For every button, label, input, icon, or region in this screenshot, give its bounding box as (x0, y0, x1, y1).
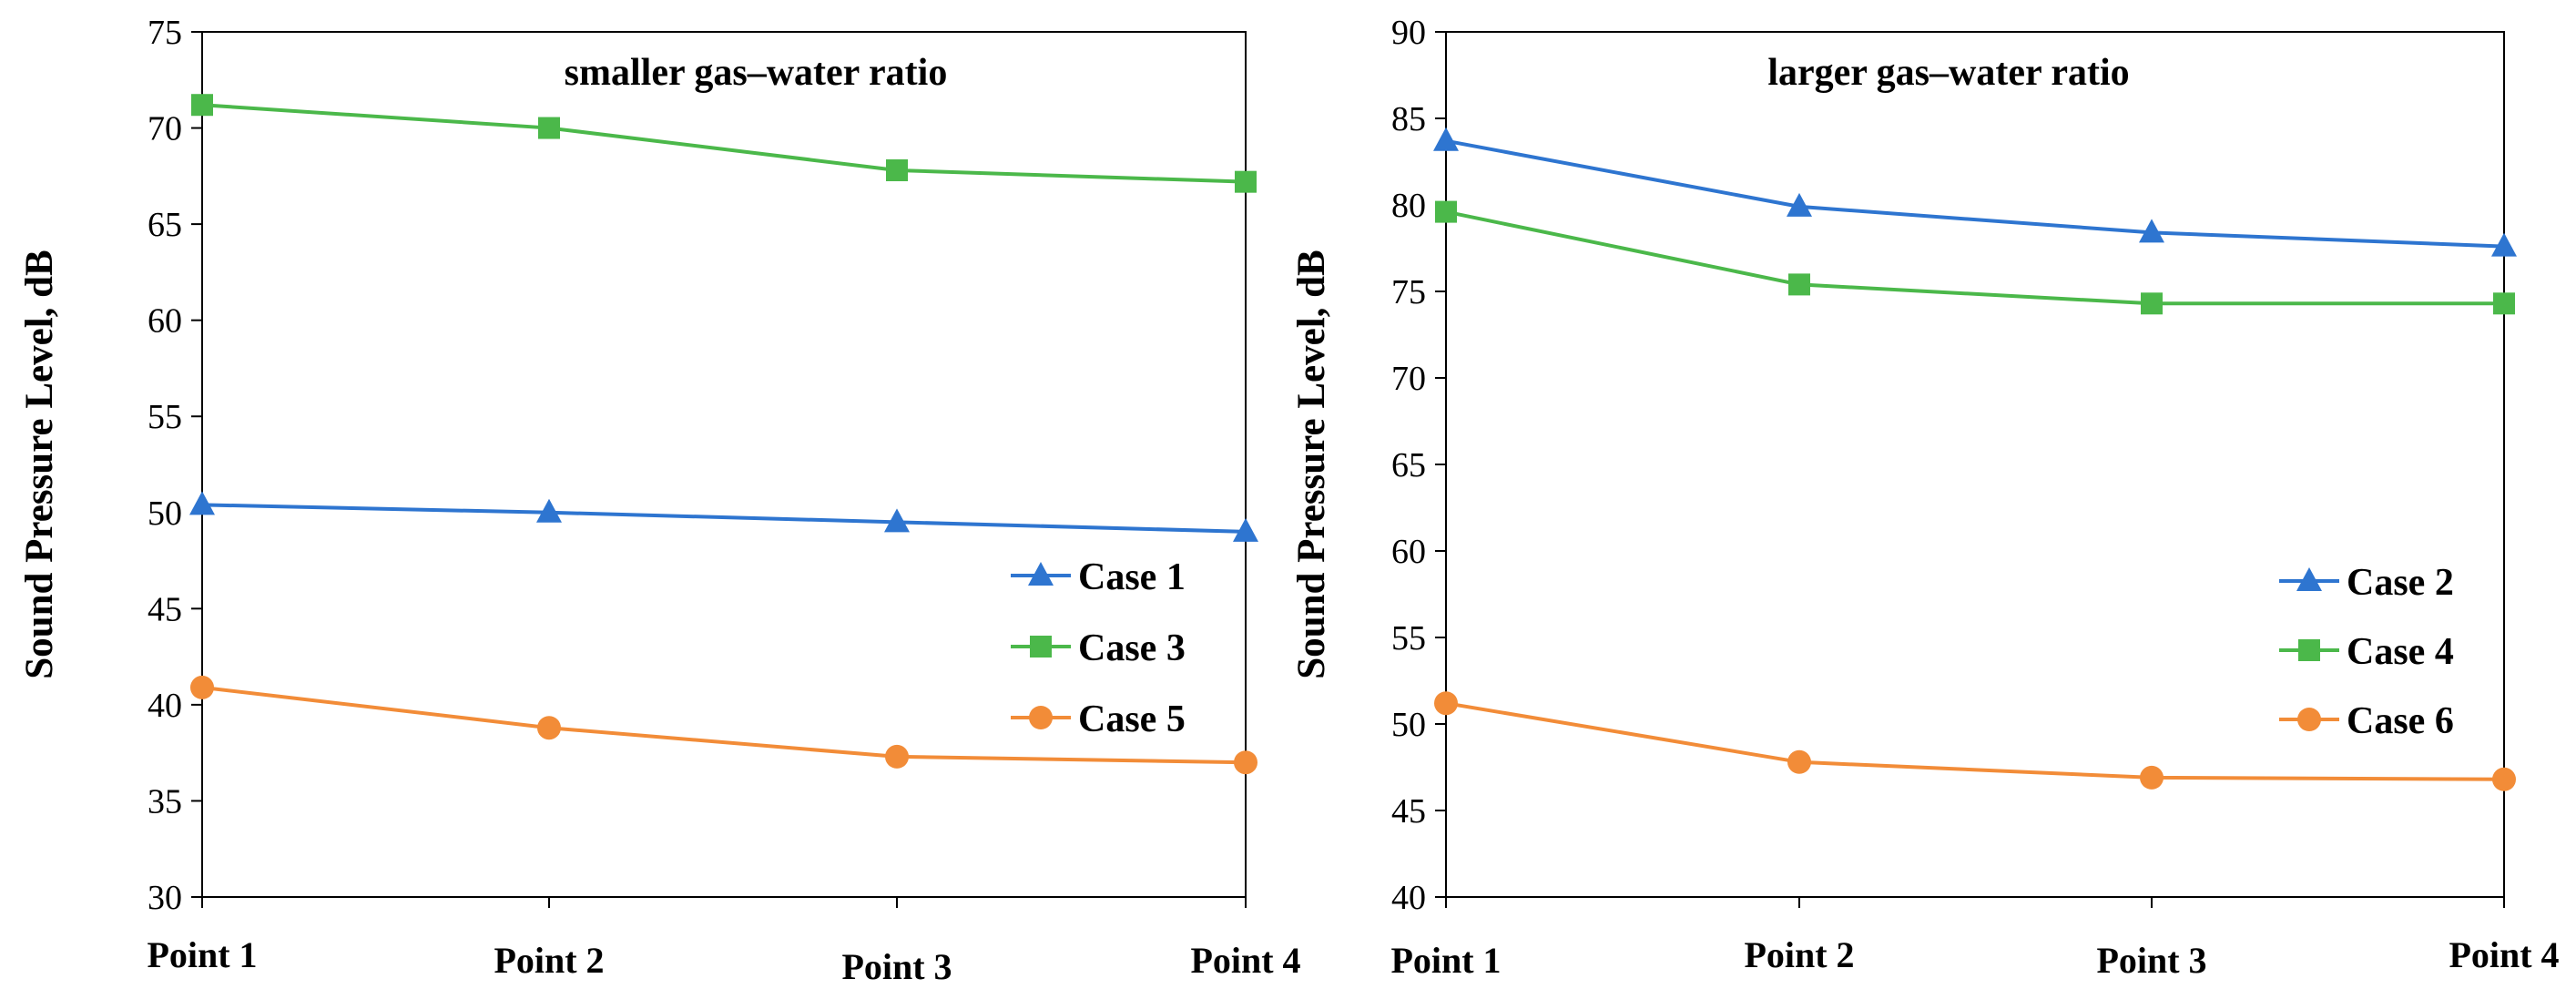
data-point (190, 675, 214, 699)
chart-1-legend-entry: Case 1 (1011, 556, 1186, 598)
legend-marker (1029, 706, 1053, 729)
chart-panel-left: 30 35 40 45 50 55 60 65 70 75 Point 1 Point 2 Point … (18, 14, 1301, 987)
data-point (2491, 232, 2517, 257)
chart-panel-right: 40 45 50 55 60 65 70 75 80 85 90 Point 1 Point 2 Poin… (1290, 14, 2560, 981)
legend-marker (2296, 567, 2322, 591)
chart-2-series-case-4 (1435, 200, 2515, 315)
data-point (2140, 765, 2164, 790)
chart-1-y-tick-label: 55 (148, 398, 182, 436)
chart-2-legend-entry: Case 2 (2279, 562, 2454, 604)
data-point (1788, 273, 1810, 296)
data-point (1234, 750, 1257, 775)
series-line (1445, 138, 2505, 249)
legend-label: Case 2 (2347, 562, 2454, 604)
data-point (1435, 200, 1457, 223)
chart-2-y-tick-label: 90 (1391, 14, 1426, 52)
legend-marker (2298, 639, 2320, 661)
chart-2-x-tick-label: Point 2 (1744, 934, 1854, 975)
data-point (1235, 170, 1257, 193)
series-line (201, 503, 1247, 534)
chart-1-x-tick-label: Point 4 (1190, 940, 1300, 981)
chart-2-y-tick-label: 70 (1391, 360, 1426, 398)
data-point (536, 498, 562, 523)
chart-1-y-tick-label: 60 (148, 302, 182, 341)
data-point (2139, 219, 2164, 243)
chart-1-y-tick-label: 70 (148, 110, 182, 148)
chart-2-y-tick-label: 85 (1391, 100, 1426, 138)
series-line (201, 685, 1247, 765)
data-point (1433, 127, 1459, 151)
chart-2-y-axis-label: Sound Pressure Level, dB (1290, 250, 1333, 679)
chart-2-y-tick-label: 60 (1391, 533, 1426, 571)
data-point (886, 159, 908, 181)
chart-1-y-tick-label: 65 (148, 206, 182, 244)
chart-1-legend-entry: Case 3 (1011, 627, 1186, 669)
data-point (884, 508, 910, 533)
data-point (2141, 292, 2163, 315)
chart-2-title: larger gas–water ratio (1767, 52, 2129, 94)
chart-2-legend-entry: Case 4 (2279, 631, 2454, 673)
data-point (2493, 292, 2515, 315)
chart-1-y-tick-label: 50 (148, 494, 182, 533)
chart-2-x-tick-label: Point 3 (2096, 940, 2206, 981)
chart-1-title: smaller gas–water ratio (565, 52, 948, 94)
series-line (201, 103, 1247, 184)
chart-2-x-tick-label: Point 1 (1390, 940, 1501, 981)
chart-2-y-tick-label: 45 (1391, 792, 1426, 831)
chart-2-y-tick-label: 75 (1391, 273, 1426, 311)
chart-2-y-tick-label: 50 (1391, 706, 1426, 744)
chart-2-plot-frame (1445, 31, 2505, 898)
legend-label: Case 3 (1078, 627, 1186, 669)
chart-2-y-tick-label: 65 (1391, 446, 1426, 484)
data-point (537, 716, 561, 740)
chart-2-y-tick-label: 40 (1391, 879, 1426, 917)
data-point (1787, 749, 1811, 774)
legend-label: Case 6 (2347, 700, 2454, 742)
chart-1-plot-frame (201, 31, 1247, 898)
chart-2-x-tick-label: Point 4 (2449, 934, 2559, 975)
chart-1-x-tick-label: Point 2 (494, 940, 604, 981)
chart-1-series-case-5 (190, 675, 1257, 775)
data-point (191, 94, 213, 117)
legend-label: Case 5 (1078, 698, 1186, 740)
chart-1-series-case-3 (191, 94, 1257, 193)
chart-1-legend-entry: Case 5 (1011, 698, 1186, 740)
chart-2-series-case-2 (1433, 127, 2517, 257)
data-point (1434, 691, 1458, 716)
chart-1-y-tick-label: 40 (148, 687, 182, 725)
chart-2-y-tick-label: 55 (1391, 619, 1426, 658)
chart-1-y-tick-label: 45 (148, 590, 182, 628)
chart-2-legend-entry: Case 6 (2279, 700, 2454, 742)
data-point (1233, 517, 1258, 542)
legend-marker (2297, 708, 2321, 731)
legend-label: Case 4 (2347, 631, 2454, 673)
data-point (1787, 192, 1812, 217)
chart-1-y-tick-label: 75 (148, 14, 182, 52)
data-point (538, 117, 560, 139)
chart-1-x-tick-label: Point 1 (147, 934, 257, 975)
data-point (885, 744, 909, 769)
chart-1-y-tick-label: 30 (148, 879, 182, 917)
series-line (1445, 701, 2505, 781)
data-point (189, 491, 215, 515)
data-point (2492, 767, 2516, 791)
chart-1-series-case-1 (189, 491, 1258, 542)
legend-marker (1030, 636, 1052, 658)
chart-2-series-case-6 (1434, 691, 2516, 791)
chart-1-x-tick-label: Point 3 (841, 946, 952, 987)
chart-1-y-axis-label: Sound Pressure Level, dB (18, 250, 61, 679)
legend-label: Case 1 (1078, 556, 1186, 598)
legend-marker (1028, 562, 1054, 586)
chart-2-y-tick-label: 80 (1391, 187, 1426, 225)
series-line (1445, 209, 2504, 306)
chart-1-y-tick-label: 35 (148, 782, 182, 821)
